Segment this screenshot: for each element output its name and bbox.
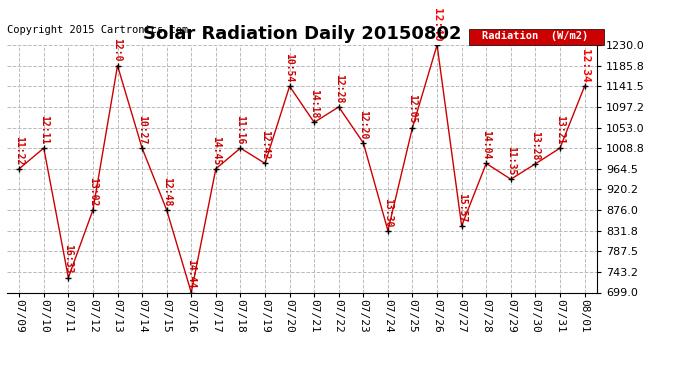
Point xyxy=(14,166,25,172)
Text: 13:30: 13:30 xyxy=(383,198,393,227)
Point xyxy=(112,63,123,69)
Point xyxy=(431,42,442,48)
Text: 10:54: 10:54 xyxy=(284,53,295,82)
Text: 15:57: 15:57 xyxy=(457,193,466,222)
Point xyxy=(555,145,566,151)
Text: 13:28: 13:28 xyxy=(531,131,540,160)
Point xyxy=(186,290,197,296)
Point xyxy=(579,83,590,89)
Point xyxy=(505,176,516,182)
Point xyxy=(259,160,270,166)
Text: 12:42: 12:42 xyxy=(260,130,270,160)
Point xyxy=(137,145,148,151)
Point xyxy=(38,145,49,151)
Text: 14:44: 14:44 xyxy=(186,260,196,289)
Point xyxy=(456,223,467,229)
Text: 13:21: 13:21 xyxy=(555,115,565,144)
Text: 10:27: 10:27 xyxy=(137,115,147,144)
Point xyxy=(161,207,172,213)
Text: 12:34: 12:34 xyxy=(580,49,589,82)
FancyBboxPatch shape xyxy=(469,29,604,45)
Point xyxy=(235,145,246,151)
Text: 14:04: 14:04 xyxy=(481,130,491,160)
Text: 11:22: 11:22 xyxy=(14,136,24,165)
Point xyxy=(284,83,295,89)
Text: 12:11: 12:11 xyxy=(39,115,49,144)
Text: 12:40: 12:40 xyxy=(432,8,442,41)
Point xyxy=(358,140,369,146)
Text: 13:02: 13:02 xyxy=(88,177,98,206)
Title: Solar Radiation Daily 20150802: Solar Radiation Daily 20150802 xyxy=(143,26,461,44)
Point xyxy=(210,166,221,172)
Point xyxy=(530,161,541,167)
Text: 14:45: 14:45 xyxy=(211,136,221,165)
Text: 12:05: 12:05 xyxy=(408,94,417,124)
Text: 14:18: 14:18 xyxy=(309,89,319,118)
Text: 12:28: 12:28 xyxy=(334,74,344,103)
Text: 11:35: 11:35 xyxy=(506,146,516,176)
Text: 16:33: 16:33 xyxy=(63,244,73,274)
Text: 12:48: 12:48 xyxy=(161,177,172,206)
Point xyxy=(88,207,99,213)
Text: 12:20: 12:20 xyxy=(358,110,368,139)
Point xyxy=(63,274,74,280)
Text: Radiation  (W/m2): Radiation (W/m2) xyxy=(482,32,589,41)
Point xyxy=(382,228,393,234)
Point xyxy=(333,104,344,110)
Point xyxy=(308,119,319,125)
Text: 11:16: 11:16 xyxy=(235,115,246,144)
Point xyxy=(481,160,492,166)
Point xyxy=(407,124,418,130)
Text: 12:0: 12:0 xyxy=(112,38,123,62)
Text: Copyright 2015 Cartronics.com: Copyright 2015 Cartronics.com xyxy=(7,25,188,35)
